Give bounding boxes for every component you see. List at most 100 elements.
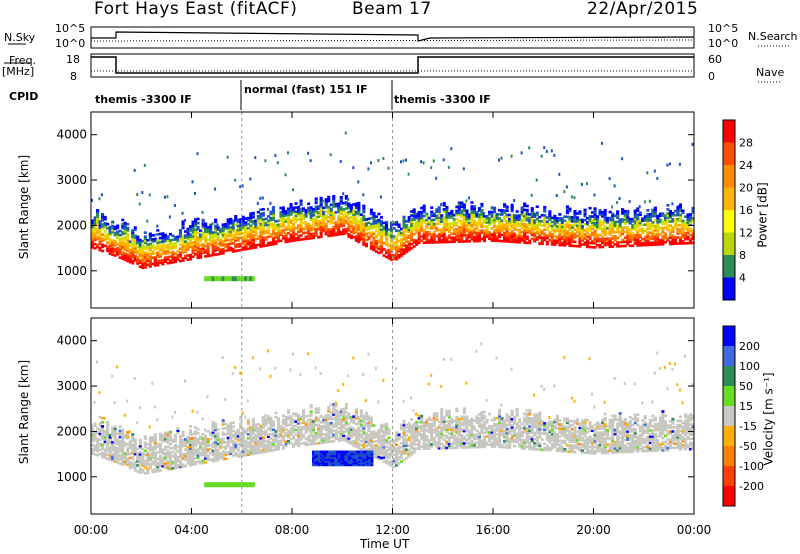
range-gate-cell bbox=[261, 420, 265, 423]
range-gate-cell bbox=[681, 219, 685, 223]
range-gate-cell bbox=[269, 424, 273, 428]
range-gate-cell bbox=[575, 228, 579, 232]
range-gate-cell bbox=[297, 226, 301, 229]
range-gate-cell bbox=[153, 470, 157, 473]
range-gate-cell bbox=[324, 418, 328, 421]
range-gate-cell bbox=[196, 460, 200, 464]
range-gate-cell bbox=[161, 436, 165, 439]
range-gate-cell bbox=[221, 427, 225, 430]
range-gate-cell bbox=[362, 439, 366, 442]
range-gate-cell bbox=[126, 229, 130, 232]
range-gate-cell bbox=[118, 246, 122, 249]
range-gate-cell bbox=[668, 210, 672, 213]
range-gate-cell bbox=[598, 239, 602, 243]
range-gate-cell bbox=[133, 240, 137, 244]
range-gate-cell bbox=[437, 210, 441, 213]
range-gate-cell bbox=[415, 437, 419, 440]
range-gate-cell bbox=[445, 206, 449, 209]
range-gate-cell bbox=[400, 237, 404, 241]
range-gate-cell bbox=[116, 440, 120, 444]
range-gate-cell bbox=[369, 231, 373, 234]
range-gate-cell bbox=[405, 234, 409, 237]
range-gate-cell bbox=[163, 437, 167, 441]
range-gate-cell bbox=[264, 433, 268, 437]
range-gate-cell bbox=[447, 222, 451, 225]
range-gate-cell bbox=[628, 228, 632, 231]
range-gate-cell bbox=[189, 463, 193, 467]
range-gate-cell bbox=[362, 216, 366, 220]
range-gate-cell bbox=[372, 220, 376, 223]
range-gate-cell bbox=[420, 239, 424, 242]
range-gate-cell bbox=[344, 211, 348, 214]
range-gate-cell bbox=[156, 469, 160, 473]
range-gate-cell bbox=[101, 245, 105, 249]
range-gate-cell bbox=[287, 440, 291, 443]
range-gate-cell bbox=[402, 425, 406, 429]
range-gate-cell bbox=[691, 231, 695, 234]
range-gate-cell bbox=[204, 228, 208, 232]
range-gate-cell bbox=[357, 442, 361, 446]
range-gate-cell bbox=[317, 423, 321, 427]
range-gate-cell bbox=[234, 431, 238, 434]
range-gate-cell bbox=[538, 219, 542, 223]
range-gate-cell bbox=[407, 226, 411, 229]
range-gate-cell bbox=[352, 166, 355, 170]
range-gate-cell bbox=[138, 442, 142, 446]
range-gate-cell bbox=[206, 238, 210, 241]
range-gate-cell bbox=[186, 246, 190, 249]
range-gate-cell bbox=[362, 372, 365, 376]
range-gate-cell bbox=[656, 177, 659, 180]
range-gate-cell bbox=[126, 237, 130, 240]
range-gate-cell bbox=[136, 421, 139, 425]
range-gate-cell bbox=[281, 430, 285, 434]
range-gate-cell bbox=[259, 237, 263, 240]
range-gate-cell bbox=[352, 439, 356, 443]
range-gate-cell bbox=[191, 438, 195, 442]
range-gate-cell bbox=[460, 240, 464, 243]
range-gate-cell bbox=[131, 451, 135, 455]
range-gate-cell bbox=[520, 210, 524, 214]
range-gate-cell bbox=[156, 465, 160, 469]
range-gate-cell bbox=[261, 432, 265, 435]
range-gate-cell bbox=[329, 232, 333, 235]
range-gate-cell bbox=[648, 237, 652, 240]
range-gate-cell bbox=[259, 432, 263, 436]
range-gate-cell bbox=[611, 218, 615, 222]
range-gate-cell bbox=[591, 215, 595, 218]
range-gate-cell bbox=[415, 229, 419, 232]
range-gate-cell bbox=[658, 241, 662, 244]
range-gate-cell bbox=[191, 232, 195, 236]
range-gate-cell bbox=[410, 440, 414, 444]
range-gate-cell bbox=[264, 429, 268, 433]
range-gate-cell bbox=[407, 218, 411, 221]
range-gate-cell bbox=[570, 218, 574, 221]
range-gate-cell bbox=[367, 429, 371, 433]
range-gate-cell bbox=[96, 227, 100, 231]
range-gate-cell bbox=[488, 235, 492, 238]
range-gate-cell bbox=[121, 230, 125, 234]
range-gate-cell bbox=[143, 231, 147, 234]
range-gate-cell bbox=[153, 468, 157, 471]
range-gate-cell bbox=[292, 431, 296, 434]
range-gate-cell bbox=[417, 219, 421, 222]
range-gate-cell bbox=[146, 219, 149, 223]
range-gate-cell bbox=[163, 458, 167, 461]
range-gate-cell bbox=[364, 224, 368, 227]
range-gate-cell bbox=[221, 419, 225, 422]
range-gate-cell bbox=[410, 238, 414, 242]
range-gate-cell bbox=[123, 232, 127, 235]
range-gate-cell bbox=[442, 226, 446, 230]
range-gate-cell bbox=[608, 229, 612, 232]
range-gate-cell bbox=[681, 209, 685, 212]
range-gate-cell bbox=[352, 427, 356, 431]
range-gate-cell bbox=[294, 210, 298, 213]
range-gate-cell bbox=[651, 231, 655, 234]
range-gate-cell bbox=[256, 429, 260, 432]
range-gate-cell bbox=[332, 197, 336, 200]
range-gate-cell bbox=[598, 213, 602, 216]
range-gate-cell bbox=[314, 207, 318, 211]
range-gate-cell bbox=[189, 245, 193, 249]
range-gate-cell bbox=[422, 206, 426, 210]
range-gate-cell bbox=[269, 428, 273, 432]
range-gate-cell bbox=[515, 216, 519, 219]
